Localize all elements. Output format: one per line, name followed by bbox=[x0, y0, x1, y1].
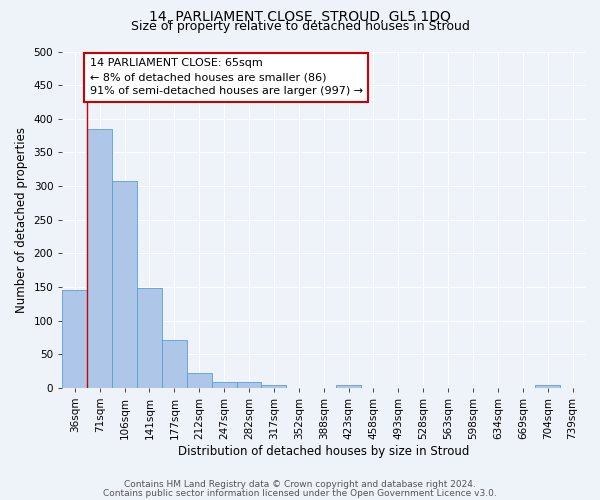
Bar bbox=[262, 385, 286, 388]
Bar bbox=[112, 180, 137, 388]
Bar bbox=[535, 385, 560, 388]
Bar bbox=[212, 382, 236, 388]
Text: 14, PARLIAMENT CLOSE, STROUD, GL5 1DQ: 14, PARLIAMENT CLOSE, STROUD, GL5 1DQ bbox=[149, 10, 451, 24]
Bar bbox=[187, 373, 212, 388]
Y-axis label: Number of detached properties: Number of detached properties bbox=[15, 126, 28, 312]
Text: Contains public sector information licensed under the Open Government Licence v3: Contains public sector information licen… bbox=[103, 488, 497, 498]
Text: 14 PARLIAMENT CLOSE: 65sqm
← 8% of detached houses are smaller (86)
91% of semi-: 14 PARLIAMENT CLOSE: 65sqm ← 8% of detac… bbox=[90, 58, 363, 96]
Bar bbox=[236, 382, 262, 388]
X-axis label: Distribution of detached houses by size in Stroud: Distribution of detached houses by size … bbox=[178, 444, 469, 458]
Text: Size of property relative to detached houses in Stroud: Size of property relative to detached ho… bbox=[131, 20, 469, 33]
Bar bbox=[336, 385, 361, 388]
Bar bbox=[137, 288, 162, 388]
Bar bbox=[162, 340, 187, 388]
Bar bbox=[62, 290, 87, 388]
Text: Contains HM Land Registry data © Crown copyright and database right 2024.: Contains HM Land Registry data © Crown c… bbox=[124, 480, 476, 489]
Bar bbox=[87, 129, 112, 388]
